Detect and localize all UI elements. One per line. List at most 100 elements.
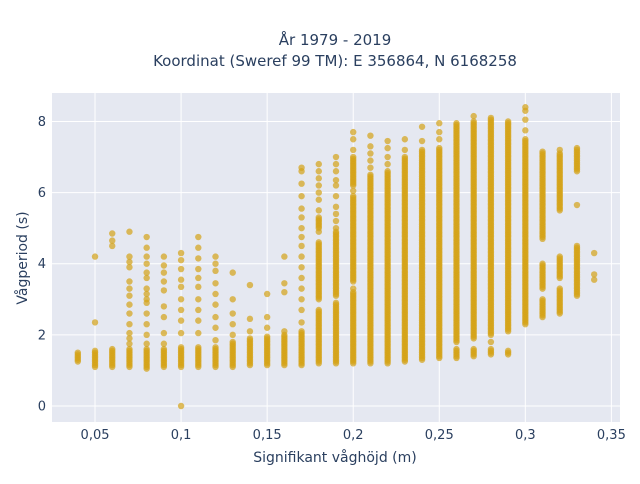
data-point [177,256,185,264]
data-point [504,118,512,125]
data-point [367,132,374,139]
data-point [298,180,305,187]
data-point [367,157,374,164]
data-point [298,264,305,271]
data-point [367,171,374,179]
data-point [126,264,133,271]
data-point [315,175,322,182]
data-point [143,340,150,347]
data-point [143,285,150,292]
data-point [229,320,236,328]
data-point [246,335,254,342]
x-tick-label: 0,35 [597,428,626,443]
data-point [522,104,529,111]
data-point [332,153,340,161]
data-point [143,269,150,276]
data-point [315,207,322,214]
data-point [298,164,305,171]
data-point [143,345,150,353]
data-point [143,296,150,303]
data-point [91,347,99,355]
data-point [177,283,185,291]
x-tick-label: 0,1 [171,428,192,443]
data-point [126,292,133,299]
data-point [590,249,598,257]
data-point [143,290,150,298]
data-point [453,345,460,353]
data-point [177,402,185,410]
x-tick-label: 0,2 [343,428,364,443]
data-point [160,345,168,353]
data-point [298,319,305,326]
data-point [195,244,202,251]
data-point [315,189,322,196]
x-tick-label: 0,3 [515,428,536,443]
data-point [539,260,546,267]
data-point [212,267,219,275]
data-point [160,303,168,310]
data-point [177,329,185,337]
data-point [143,260,150,267]
data-point [212,313,219,321]
data-point [212,290,219,298]
data-point [281,328,288,335]
data-point [212,324,219,331]
data-point [315,239,322,246]
data-point [384,153,391,161]
data-point [556,285,563,292]
y-tick-label: 2 [38,328,46,343]
data-point [126,278,133,285]
data-point [195,265,202,273]
data-point [160,287,168,294]
x-axis-ticks: 0,05 0,1 0,15 0,2 0,25 0,3 0,35 [81,428,626,443]
data-point [195,306,202,314]
data-point [573,242,581,250]
chart-title: År 1979 - 2019 [279,30,392,49]
data-point [126,329,133,337]
data-point [522,116,529,123]
data-point [453,120,460,127]
data-point [160,340,168,347]
data-point [195,329,202,337]
data-point [126,345,133,353]
data-point [350,128,357,136]
data-point [487,338,495,346]
data-point [212,260,219,267]
data-point [195,296,202,303]
data-point [367,143,374,150]
data-point [573,144,581,152]
data-point [195,274,202,282]
data-point [350,153,357,161]
data-point [143,244,150,251]
x-tick-label: 0,15 [253,428,282,443]
data-point [522,127,529,134]
data-point [298,296,305,303]
data-point [315,228,322,235]
data-point [160,278,168,285]
data-point [436,144,443,152]
data-point [350,285,357,292]
data-point [298,242,305,250]
data-point [315,306,322,314]
data-point [263,313,271,321]
data-point [126,310,133,317]
data-point [109,242,116,250]
y-tick-label: 0 [38,399,46,414]
data-point [298,306,305,314]
data-point [332,299,340,307]
data-points [74,104,598,410]
data-point [143,233,150,241]
data-point [556,253,563,260]
data-point [246,315,254,323]
y-axis-ticks: 0 2 4 6 8 [38,115,46,415]
data-point [177,265,185,273]
data-point [418,137,426,145]
data-point [298,233,305,241]
data-point [556,146,563,154]
data-point [143,310,150,317]
data-point [177,249,185,257]
data-point [315,214,322,221]
data-point [590,271,598,278]
data-point [401,136,409,143]
